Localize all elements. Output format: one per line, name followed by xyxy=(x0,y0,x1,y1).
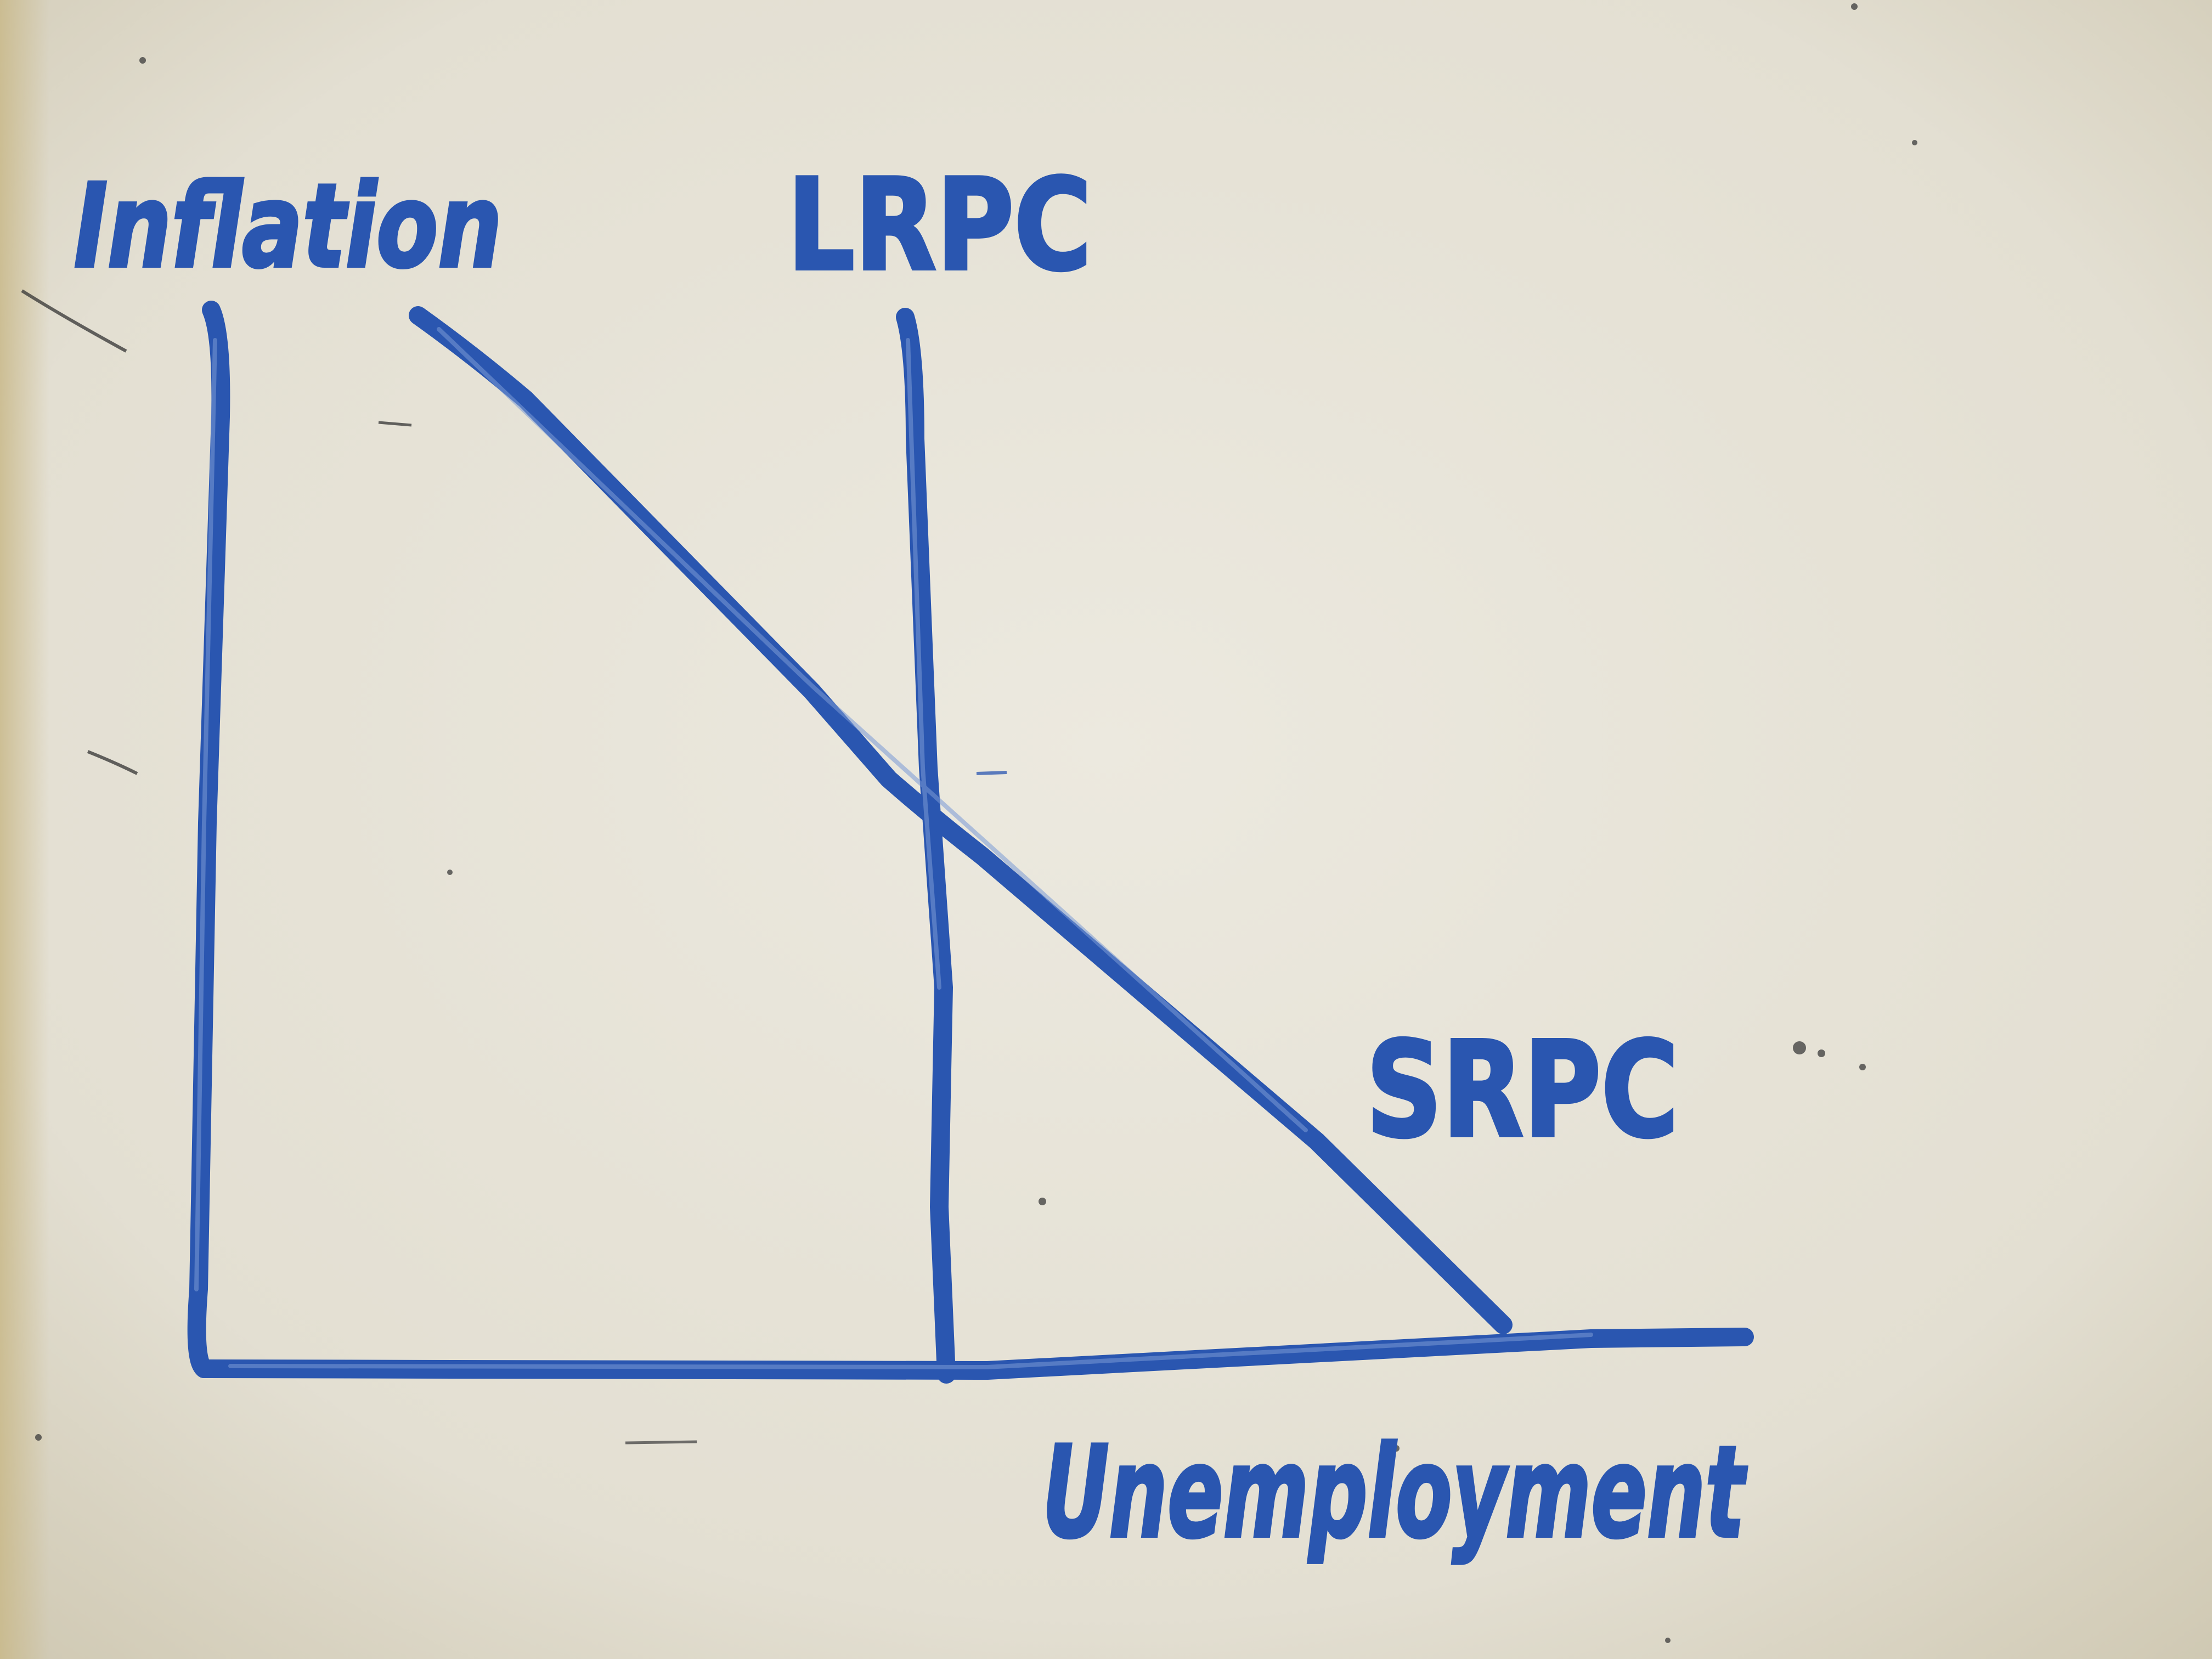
lrpc-line xyxy=(896,308,956,1384)
lrpc-label: LRPC xyxy=(787,153,1092,299)
board-smudges xyxy=(21,3,1917,1643)
srpc-label: SRPC xyxy=(1366,1013,1679,1167)
y-axis-line xyxy=(187,301,230,1378)
x-axis-label: Unemployment xyxy=(1042,1420,1747,1566)
board-left-shadow xyxy=(0,0,49,1659)
x-axis-line xyxy=(195,1328,1754,1380)
ink-highlights xyxy=(194,327,1593,1370)
y-axis-label: Inflation xyxy=(74,159,502,294)
axes xyxy=(187,301,1754,1380)
